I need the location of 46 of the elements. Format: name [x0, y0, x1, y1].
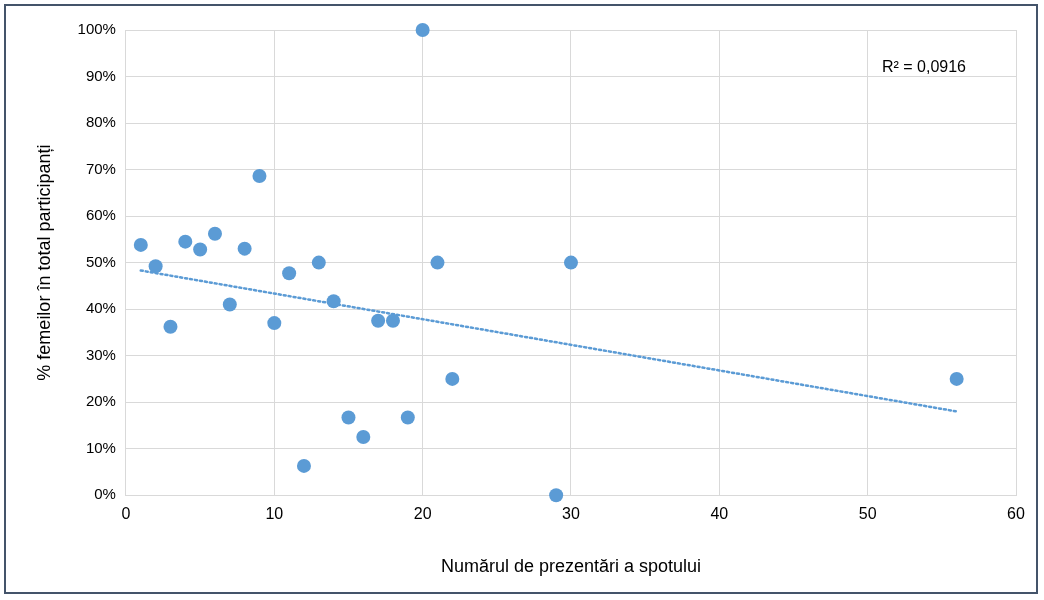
point [178, 234, 193, 249]
point [445, 371, 460, 386]
point [282, 266, 297, 281]
y-tick-label: 50% [85, 252, 116, 270]
point [549, 488, 564, 503]
point [356, 430, 371, 445]
y-tick-label: 0% [94, 485, 116, 503]
y-tick-label: 70% [85, 159, 116, 177]
y-tick-label: 60% [85, 206, 116, 224]
point [311, 255, 326, 270]
point [341, 410, 356, 425]
point [148, 259, 163, 274]
y-tick-label: 10% [85, 438, 116, 456]
x-tick-label: 30 [562, 505, 580, 523]
point [326, 294, 341, 309]
point [563, 255, 578, 270]
y-tick-label: 40% [85, 299, 116, 317]
x-tick-label: 50 [858, 505, 877, 523]
y-tick-label: 100% [77, 20, 116, 38]
point [400, 410, 415, 425]
x-tick-label: 40 [710, 505, 729, 523]
y-tick-label: 80% [85, 113, 116, 131]
x-tick-label: 10 [265, 505, 284, 523]
point [415, 23, 430, 37]
y-axis-title: % femeilor în total participanți [33, 144, 54, 381]
point [371, 313, 386, 328]
point [207, 226, 222, 241]
y-tick-label: 30% [85, 345, 116, 363]
point [252, 169, 267, 184]
y-tick-label: 90% [85, 66, 116, 84]
y-tick-label: 20% [85, 392, 116, 410]
point [163, 319, 178, 334]
point [267, 316, 282, 331]
x-tick-label: 60 [1007, 505, 1025, 523]
point [296, 458, 311, 473]
point [222, 297, 237, 312]
point [430, 255, 445, 270]
point [949, 371, 964, 386]
x-tick-label: 0 [121, 505, 131, 523]
x-axis-title: Numărul de prezentări a spotului [440, 556, 702, 577]
annotation: R² = 0,0916 [881, 58, 967, 76]
point [385, 313, 400, 328]
point [133, 237, 148, 252]
x-tick-label: 20 [413, 505, 432, 523]
point [193, 242, 208, 257]
point [237, 241, 252, 256]
